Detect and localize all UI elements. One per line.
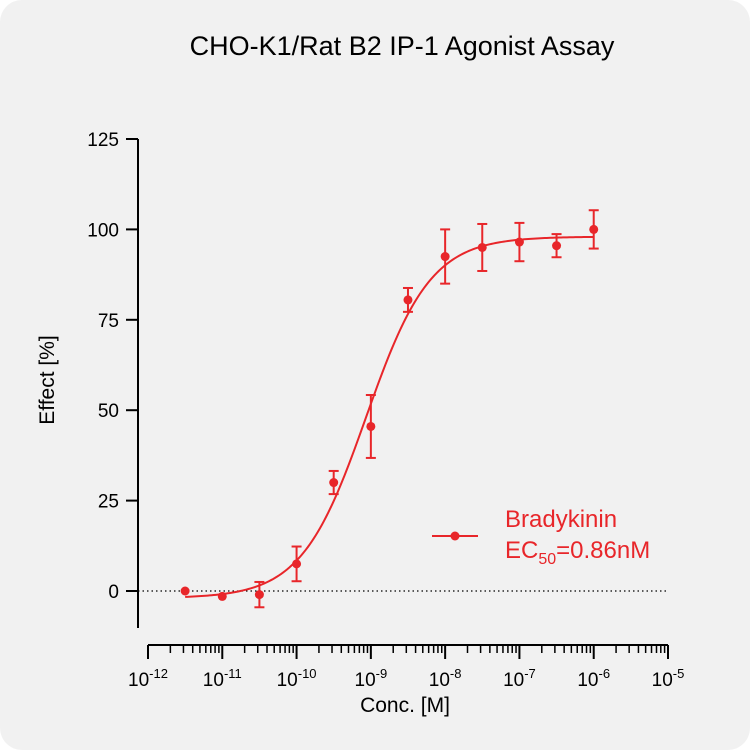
data-point xyxy=(366,421,376,431)
y-tick-label: 50 xyxy=(98,401,119,422)
data-point xyxy=(254,590,264,600)
y-tick-label: 75 xyxy=(98,311,119,332)
x-tick-label: 10-8 xyxy=(429,666,462,691)
data-point xyxy=(514,237,524,247)
y-tick-label: 100 xyxy=(87,220,119,241)
x-tick-label: 10-12 xyxy=(128,666,168,691)
chart-title: CHO-K1/Rat B2 IP-1 Agonist Assay xyxy=(190,31,615,61)
x-axis: 10-12 10-11 10-10 10-9 10-8 10-7 10-6 10-5 xyxy=(128,644,685,691)
data-point xyxy=(589,224,599,234)
legend-ec50-subscript: 50 xyxy=(538,551,556,568)
data-point xyxy=(440,252,450,262)
data-point xyxy=(552,241,562,251)
legend-ec50-value: =0.86nM xyxy=(556,537,650,564)
legend: Bradykinin EC50=0.86nM xyxy=(432,506,650,568)
x-axis-label: Conc. [M] xyxy=(360,694,450,717)
data-point xyxy=(180,586,190,596)
x-tick-label: 10-9 xyxy=(355,666,388,691)
y-tick-label: 125 xyxy=(87,130,119,151)
data-point xyxy=(329,478,339,488)
x-tick-label: 10-5 xyxy=(652,666,685,691)
fit-curve xyxy=(185,235,594,598)
data-point xyxy=(292,559,302,569)
data-point xyxy=(477,242,487,252)
x-tick-label: 10-10 xyxy=(277,666,317,691)
data-point xyxy=(217,591,227,601)
legend-marker xyxy=(450,531,460,541)
y-tick-label: 0 xyxy=(108,582,119,603)
data-point xyxy=(403,295,413,305)
x-tick-label: 10-7 xyxy=(503,666,536,691)
y-axis-label: Effect [%] xyxy=(36,335,59,425)
y-tick-label: 25 xyxy=(98,492,119,513)
legend-ec50-prefix: EC xyxy=(505,537,538,564)
y-axis: 0 25 50 75 100 125 xyxy=(87,130,139,628)
legend-ec50: EC50=0.86nM xyxy=(505,537,650,568)
fit-curve-group xyxy=(185,235,594,598)
x-tick-label: 10-11 xyxy=(203,666,242,691)
legend-series-name: Bradykinin xyxy=(505,506,617,533)
data-points-group xyxy=(180,209,599,609)
x-tick-label: 10-6 xyxy=(577,666,610,691)
